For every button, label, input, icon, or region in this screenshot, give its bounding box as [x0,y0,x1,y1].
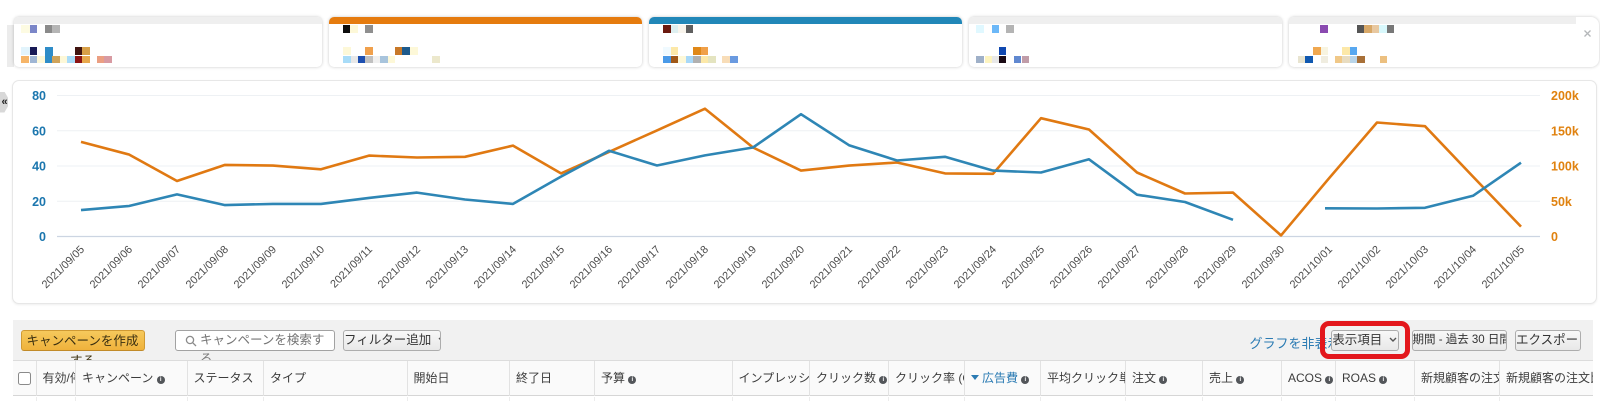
svg-text:2021/09/17: 2021/09/17 [616,244,663,291]
svg-text:2021/09/15: 2021/09/15 [520,244,567,291]
svg-text:2021/09/30: 2021/09/30 [1240,244,1287,291]
svg-text:2021/10/01: 2021/10/01 [1288,244,1335,291]
svg-text:2021/09/26: 2021/09/26 [1048,244,1095,291]
svg-text:20: 20 [32,195,46,209]
svg-text:2021/09/11: 2021/09/11 [328,244,375,291]
svg-text:2021/10/02: 2021/10/02 [1336,244,1383,291]
svg-text:150k: 150k [1551,124,1579,138]
svg-text:200k: 200k [1551,89,1579,103]
svg-text:40: 40 [32,160,46,174]
svg-text:2021/09/22: 2021/09/22 [856,244,903,291]
svg-text:2021/10/05: 2021/10/05 [1480,244,1527,291]
svg-text:2021/09/14: 2021/09/14 [472,244,519,291]
svg-text:100k: 100k [1551,160,1579,174]
svg-text:2021/09/06: 2021/09/06 [88,244,135,291]
svg-text:2021/10/04: 2021/10/04 [1432,244,1479,291]
svg-text:50k: 50k [1551,195,1572,209]
svg-text:2021/09/20: 2021/09/20 [760,244,807,291]
svg-text:2021/09/19: 2021/09/19 [712,244,759,291]
svg-text:2021/09/05: 2021/09/05 [40,244,87,291]
svg-text:2021/09/29: 2021/09/29 [1192,244,1239,291]
svg-text:2021/09/23: 2021/09/23 [904,244,951,291]
svg-text:2021/09/07: 2021/09/07 [136,244,183,291]
svg-text:60: 60 [32,124,46,138]
svg-text:2021/09/13: 2021/09/13 [424,244,471,291]
svg-text:2021/09/16: 2021/09/16 [568,244,615,291]
svg-text:2021/09/24: 2021/09/24 [952,244,999,291]
svg-text:2021/09/18: 2021/09/18 [664,244,711,291]
svg-text:0: 0 [1551,230,1558,244]
svg-text:2021/09/12: 2021/09/12 [376,244,423,291]
svg-text:2021/09/08: 2021/09/08 [184,244,231,291]
svg-text:2021/09/21: 2021/09/21 [808,244,855,291]
svg-text:2021/09/25: 2021/09/25 [1000,244,1047,291]
svg-text:2021/09/27: 2021/09/27 [1096,244,1143,291]
svg-text:2021/09/28: 2021/09/28 [1144,244,1191,291]
svg-text:2021/09/10: 2021/09/10 [280,244,327,291]
svg-text:2021/10/03: 2021/10/03 [1384,244,1431,291]
svg-text:0: 0 [39,230,46,244]
svg-text:80: 80 [32,89,46,103]
svg-text:2021/09/09: 2021/09/09 [232,244,279,291]
